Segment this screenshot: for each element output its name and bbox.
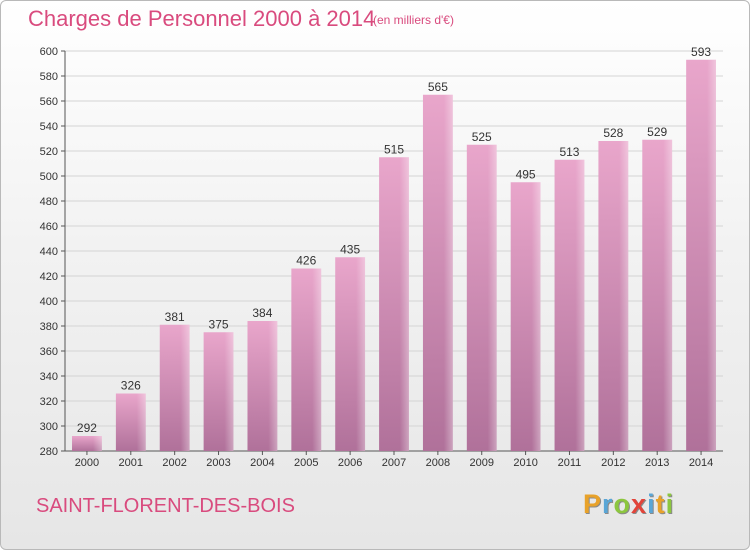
bar-highlight bbox=[72, 436, 102, 451]
value-label-2014: 593 bbox=[691, 45, 711, 59]
value-label-2010: 495 bbox=[516, 167, 536, 181]
y-tick-label: 320 bbox=[40, 396, 58, 408]
x-tick-label-2003: 2003 bbox=[206, 457, 230, 469]
bar-highlight bbox=[159, 324, 190, 451]
value-label-2004: 384 bbox=[252, 306, 272, 320]
x-tick-label-2011: 2011 bbox=[558, 457, 582, 469]
y-tick-label: 400 bbox=[40, 296, 58, 308]
bar-highlight bbox=[642, 139, 673, 451]
y-tick-label: 300 bbox=[40, 421, 58, 433]
bar-highlight bbox=[686, 59, 716, 451]
value-label-2002: 381 bbox=[165, 310, 185, 324]
value-label-2009: 525 bbox=[472, 130, 492, 144]
y-tick-label: 440 bbox=[40, 246, 58, 258]
value-label-2013: 529 bbox=[647, 125, 667, 139]
y-tick-label: 460 bbox=[40, 221, 58, 233]
value-label-2012: 528 bbox=[603, 126, 623, 140]
value-label-2005: 426 bbox=[296, 254, 316, 268]
value-label-2011: 513 bbox=[559, 145, 579, 159]
y-tick-label: 520 bbox=[40, 146, 58, 158]
y-tick-label: 280 bbox=[40, 446, 58, 458]
logo-letter: x bbox=[631, 489, 648, 519]
y-tick-label: 580 bbox=[40, 71, 58, 83]
x-tick-label-2005: 2005 bbox=[294, 457, 318, 469]
bar-highlight bbox=[203, 332, 234, 451]
y-tick-label: 600 bbox=[40, 46, 58, 58]
logo-letter: t bbox=[655, 489, 666, 519]
y-tick-label: 420 bbox=[40, 271, 58, 283]
x-tick-label-2002: 2002 bbox=[162, 457, 186, 469]
y-tick-label: 480 bbox=[40, 196, 58, 208]
bar-highlight bbox=[115, 393, 146, 451]
bar-highlight bbox=[422, 94, 453, 451]
x-tick-label-2014: 2014 bbox=[689, 457, 713, 469]
bar-highlight bbox=[466, 144, 497, 451]
logo-letter: r bbox=[602, 489, 614, 519]
labels: 280 300 320 340 360 380 400 420 440 460 480 500 520 5… bbox=[40, 45, 714, 469]
y-tick-label: 560 bbox=[40, 96, 58, 108]
bar-highlight bbox=[554, 159, 585, 451]
value-label-2001: 326 bbox=[121, 379, 141, 393]
x-tick-label-2009: 2009 bbox=[469, 457, 493, 469]
y-tick-label: 540 bbox=[40, 121, 58, 133]
logo-letter: P bbox=[583, 489, 603, 519]
x-tick-label-2010: 2010 bbox=[513, 457, 537, 469]
bar-highlight bbox=[379, 157, 409, 451]
x-tick-label-2006: 2006 bbox=[338, 457, 362, 469]
bar-highlight bbox=[291, 268, 322, 451]
value-label-2008: 565 bbox=[428, 80, 448, 94]
value-label-2003: 375 bbox=[209, 317, 229, 331]
bar-highlight bbox=[335, 257, 366, 451]
y-tick-label: 380 bbox=[40, 321, 58, 333]
y-tick-label: 360 bbox=[40, 346, 58, 358]
proxiti-logo: Proxiti bbox=[583, 489, 674, 520]
value-label-2006: 435 bbox=[340, 242, 360, 256]
value-label-2007: 515 bbox=[384, 142, 404, 156]
y-tick-label: 500 bbox=[40, 171, 58, 183]
x-tick-label-2013: 2013 bbox=[645, 457, 669, 469]
bars bbox=[72, 59, 716, 451]
y-tick-label: 340 bbox=[40, 371, 58, 383]
x-tick-label-2004: 2004 bbox=[250, 457, 274, 469]
x-tick-label-2008: 2008 bbox=[426, 457, 450, 469]
bar-highlight bbox=[510, 182, 541, 451]
value-label-2000: 292 bbox=[77, 421, 97, 435]
x-tick-label-2007: 2007 bbox=[382, 457, 406, 469]
x-tick-label-2000: 2000 bbox=[75, 457, 99, 469]
chart-subtitle: (en milliers d'€) bbox=[373, 13, 454, 27]
logo-letter: o bbox=[613, 489, 632, 519]
x-tick-label-2001: 2001 bbox=[119, 457, 143, 469]
bar-highlight bbox=[247, 321, 278, 451]
city-name: SAINT-FLORENT-DES-BOIS bbox=[36, 495, 295, 517]
chart-title: Charges de Personnel 2000 à 2014 bbox=[28, 6, 376, 31]
logo-letter: i bbox=[665, 489, 675, 519]
logo-letter: i bbox=[647, 489, 656, 519]
bar-highlight bbox=[598, 141, 629, 451]
x-tick-label-2012: 2012 bbox=[601, 457, 625, 469]
